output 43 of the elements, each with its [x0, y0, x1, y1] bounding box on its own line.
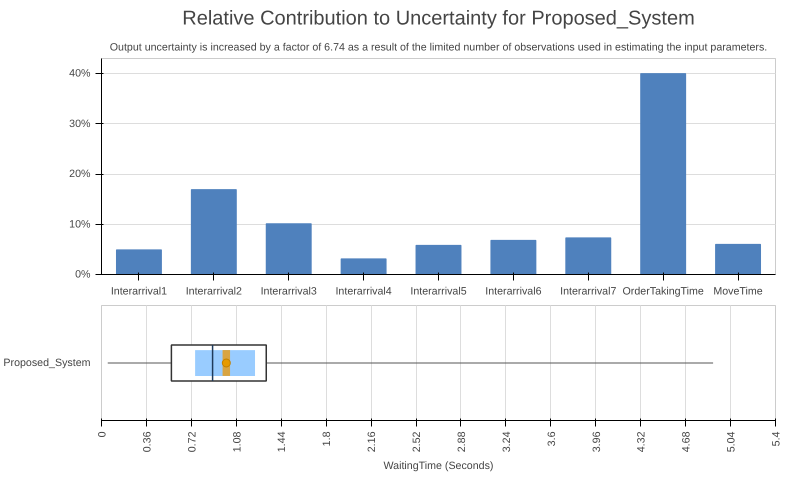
x-tick-label: 2.88	[456, 431, 468, 452]
bar	[565, 237, 612, 274]
x-axis-title: WaitingTime (Seconds)	[384, 460, 494, 472]
x-tick-label: Interarrival1	[110, 286, 168, 298]
bar	[190, 189, 237, 274]
x-tick-label: 5.04	[726, 431, 738, 452]
x-tick-label: Interarrival6	[485, 286, 542, 298]
x-tick-label: 1.08	[231, 431, 244, 452]
chart-subtitle: Output uncertainty is increased by a factor of 6.74 as a result of the limited number of observations used in estimating the input parameters.	[110, 42, 768, 54]
y-tick-label: 20%	[69, 168, 92, 180]
bar	[490, 240, 536, 274]
x-tick-label: 4.32	[636, 431, 648, 452]
x-tick-label: 1.44	[276, 431, 288, 452]
x-tick-label: Interarrival7	[560, 286, 616, 298]
chart-title: Relative Contribution to Uncertainty for Proposed_System	[182, 8, 695, 30]
bar	[640, 73, 686, 274]
x-tick-label: 4.68	[680, 431, 693, 452]
x-tick-label: 0.72	[186, 431, 198, 452]
x-tick-label: MoveTime	[713, 286, 763, 298]
y-tick-label: 0%	[75, 268, 92, 280]
x-tick-label: 0.36	[141, 431, 154, 452]
bar	[116, 249, 162, 274]
y-tick-label: 30%	[69, 118, 92, 130]
x-tick-label: 5.4	[770, 431, 782, 446]
y-tick-label: 40%	[69, 68, 92, 80]
x-tick-label: Interarrival5	[410, 286, 467, 298]
x-tick-label: 1.8	[321, 431, 334, 446]
bar	[715, 244, 762, 274]
bar	[340, 258, 387, 274]
y-tick-label: 10%	[69, 218, 92, 230]
x-tick-label: 3.24	[500, 431, 513, 452]
x-tick-label: OrderTakingTime	[622, 286, 704, 298]
x-tick-label: 2.16	[366, 431, 378, 452]
x-tick-label: 3.96	[590, 431, 603, 452]
bar	[266, 223, 312, 274]
bar	[416, 244, 462, 274]
y-tick-label: Proposed_System	[3, 357, 91, 369]
x-tick-label: Interarrival2	[186, 286, 242, 298]
x-tick-label: 0	[96, 431, 108, 438]
x-tick-label: 2.52	[411, 431, 424, 452]
x-tick-label: 3.6	[546, 431, 558, 446]
x-tick-label: Interarrival3	[260, 286, 317, 298]
x-tick-label: Interarrival4	[335, 286, 392, 298]
